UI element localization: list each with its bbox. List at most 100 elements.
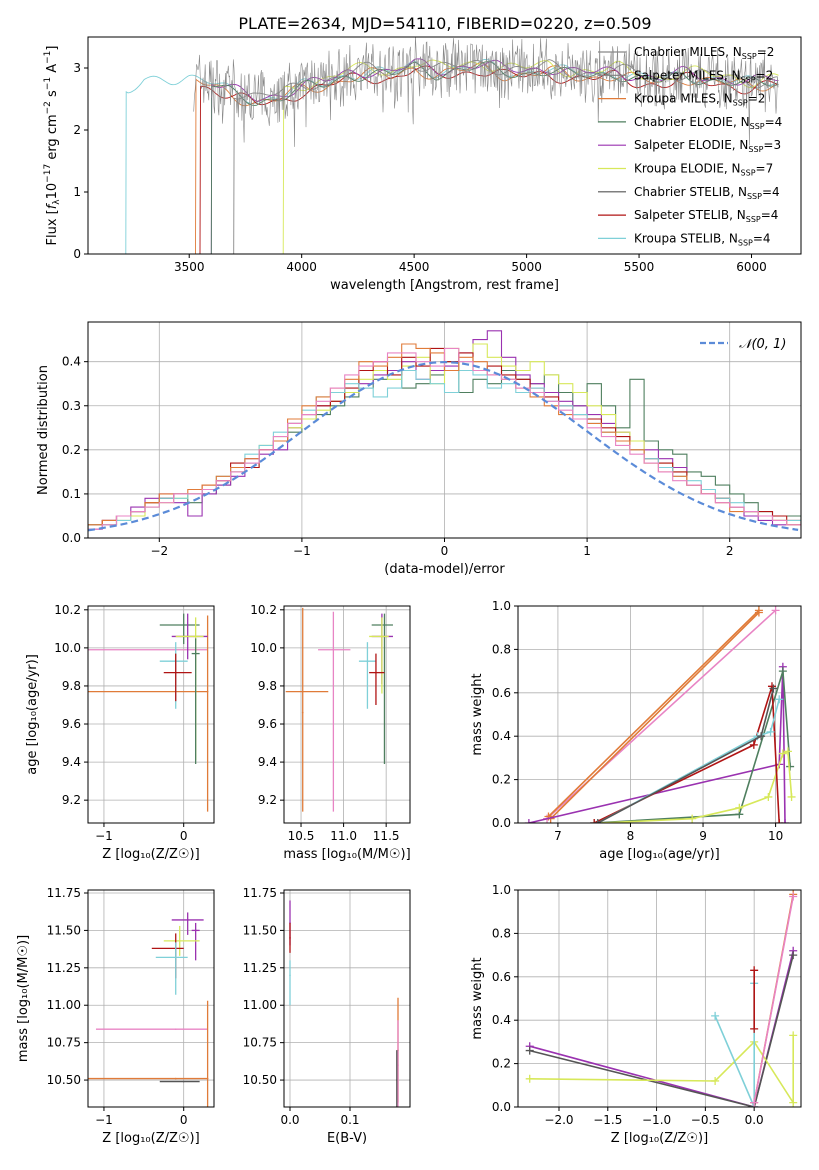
x-axis-label: Z [log₁₀(Z/Z☉)]	[611, 1131, 708, 1146]
data-point	[381, 635, 383, 638]
x-tick-label: 1	[583, 544, 591, 558]
y-tick-label: 10.2	[250, 603, 277, 617]
data-point	[206, 690, 209, 693]
data-point	[194, 929, 197, 932]
x-tick-label: −1	[293, 544, 311, 558]
x-axis-label: mass [log₁₀(M/M☉)]	[283, 847, 410, 862]
x-axis-label: (data-model)/error	[384, 562, 505, 577]
y-axis-label: mass weight	[470, 673, 485, 755]
figure-title: PLATE=2634, MJD=54110, FIBERID=0220, z=0…	[238, 14, 651, 33]
y-tick-label: 10.75	[47, 1036, 81, 1050]
x-tick-label: −1.5	[593, 1113, 622, 1127]
y-tick-label: 11.25	[243, 961, 277, 975]
y-axis-label: Normed distribution	[36, 365, 51, 495]
normal-curve	[88, 360, 799, 532]
series-marker	[749, 740, 758, 749]
data-point	[174, 671, 177, 674]
y-tick-label: 9.8	[62, 679, 81, 693]
histogram-series	[88, 347, 801, 526]
data-point	[301, 711, 304, 714]
legend-entry: Kroupa ELODIE, NSSP=7	[634, 162, 773, 178]
age-vs-mass-plot-area	[285, 607, 393, 812]
y-tick-label: 10.0	[250, 641, 277, 655]
y-tick-label: 11.00	[47, 998, 81, 1012]
y-tick-label: 0.3	[62, 399, 81, 413]
axes-frame	[517, 889, 802, 1108]
y-tick-label: 11.75	[243, 886, 277, 900]
data-point	[289, 937, 291, 939]
data-point	[194, 635, 197, 638]
y-tick-label: 0.6	[492, 686, 511, 700]
series-line	[594, 670, 791, 823]
spectrum-plot-area	[125, 37, 779, 254]
axes-frame	[283, 605, 411, 824]
series-line	[714, 983, 755, 1107]
x-tick-label: −2.0	[544, 1113, 573, 1127]
y-tick-label: 3	[73, 61, 81, 75]
weight-vs-z-panel: −2.0 −1.5 −1.0 −0.5 0.0 0.0 0.2 0.4 0.6 0.8 1.0 Z […	[470, 883, 802, 1146]
data-point	[174, 1077, 177, 1080]
y-tick-label: 11.00	[243, 998, 277, 1012]
legend-entry: Kroupa MILES, NSSP=2	[634, 92, 765, 108]
y-tick-label: 0.6	[492, 970, 511, 984]
x-tick-label: 7	[554, 829, 562, 843]
series-line	[601, 750, 793, 823]
series-marker	[771, 606, 780, 615]
y-tick-label: 10.50	[243, 1073, 277, 1087]
y-tick-label: 0.4	[62, 355, 81, 369]
y-tick-label: 10.0	[54, 641, 81, 655]
y-tick-label: 9.6	[62, 717, 81, 731]
x-tick-label: 0.1	[340, 1113, 359, 1127]
axes-frame	[87, 36, 802, 255]
x-axis-label: E(B-V)	[327, 1131, 367, 1146]
x-axis-label: wavelength [Angstrom, rest frame]	[330, 278, 559, 293]
x-tick-label: 0.0	[745, 1113, 764, 1127]
series-marker	[789, 1098, 798, 1107]
y-tick-label: 0.0	[492, 1100, 511, 1114]
y-axis-label: mass weight	[470, 957, 485, 1039]
y-tick-label: 11.25	[47, 961, 81, 975]
series-marker	[524, 819, 533, 823]
x-tick-label: 10.5	[288, 829, 315, 843]
x-tick-label: 11.5	[373, 829, 400, 843]
histogram-series	[88, 343, 801, 530]
age-vs-z-panel: −1 0 9.2 9.4 9.6 9.8 10.0 10.2 Z [log₁₀(Z/Z☉)] ag…	[25, 603, 215, 862]
y-tick-label: 2	[73, 123, 81, 137]
y-tick-label: 0.4	[492, 729, 511, 743]
x-axis-label: age [log₁₀(age/yr)]	[599, 847, 720, 862]
y-tick-label: 1.0	[492, 599, 511, 613]
axes-frame	[87, 605, 215, 824]
data-point	[289, 974, 291, 977]
series-marker	[787, 792, 796, 801]
model-spectrum-line	[210, 61, 779, 254]
weight-vs-age-plot-area	[524, 606, 796, 823]
y-tick-label: 10.2	[54, 603, 81, 617]
residuals-plot-area	[88, 330, 801, 532]
series-marker	[750, 966, 759, 975]
data-point	[178, 940, 181, 942]
x-tick-label: 5500	[624, 260, 655, 274]
y-axis-label: mass [log₁₀(M/M☉)]	[16, 935, 31, 1062]
y-tick-label: 0.2	[492, 773, 511, 787]
y-tick-label: 9.2	[62, 793, 81, 807]
y-tick-label: 0.2	[492, 1057, 511, 1071]
y-tick-label: 0.0	[492, 816, 511, 830]
series-marker	[775, 819, 784, 823]
x-tick-label: −1.0	[642, 1113, 671, 1127]
y-tick-label: 0	[73, 247, 81, 261]
series-marker	[781, 819, 790, 823]
histogram-series	[88, 347, 801, 530]
y-tick-label: 10.50	[47, 1073, 81, 1087]
series-line	[753, 896, 794, 1103]
y-tick-label: 9.2	[258, 793, 277, 807]
series-marker	[775, 695, 784, 704]
series-line	[593, 686, 780, 823]
data-point	[396, 1079, 398, 1081]
data-point	[182, 624, 185, 626]
series-marker	[789, 892, 798, 901]
series-marker	[783, 747, 792, 756]
age-vs-mass-panel: 10.5 11.0 11.5 9.2 9.4 9.6 9.8 10.0 10.2 mass [lo…	[250, 603, 410, 862]
data-point	[375, 671, 377, 674]
y-tick-label: 11.75	[47, 886, 81, 900]
